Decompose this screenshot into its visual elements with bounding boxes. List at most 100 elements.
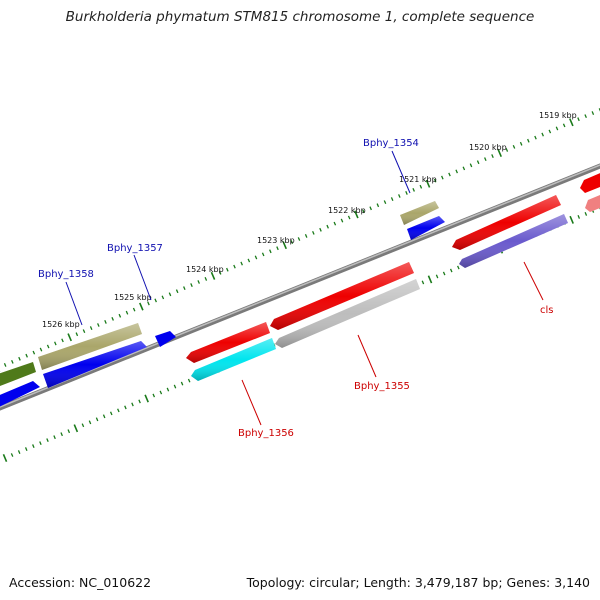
scale-tick <box>159 390 163 395</box>
scale-tick <box>435 274 439 279</box>
scale-tick <box>261 252 265 257</box>
scale-tick <box>347 215 351 220</box>
scale-tick <box>319 227 322 232</box>
scale-tick <box>441 175 444 180</box>
kbp-label-1524: 1524 kbp <box>186 265 224 274</box>
scale-tick <box>362 209 365 214</box>
scale-tick <box>53 435 56 440</box>
scale-tick <box>233 264 236 269</box>
scale-tick <box>577 215 581 219</box>
scale-tick <box>175 289 179 294</box>
gene-red-feature-1[interactable] <box>452 195 561 250</box>
gene-label-cls[interactable]: cls <box>540 305 554 316</box>
scale-tick <box>254 255 258 260</box>
scale-tick <box>75 332 79 337</box>
scale-tick <box>247 258 251 263</box>
gene-label-bphy-1356[interactable]: Bphy_1356 <box>238 428 294 439</box>
scale-tick <box>89 326 93 330</box>
scale-tick <box>138 399 141 404</box>
scale-tick <box>117 408 120 413</box>
scale-tick <box>421 280 425 285</box>
gene-label-bphy-1357[interactable]: Bphy_1357 <box>107 243 163 254</box>
scale-tick <box>95 417 99 422</box>
gene-bphy-1358-feature[interactable] <box>43 341 147 388</box>
gene-bphy-1355-feature[interactable] <box>275 279 420 348</box>
kbp-label-1519: 1519 kbp <box>539 111 577 120</box>
scale-tick <box>18 356 21 361</box>
scale-tick <box>147 301 150 306</box>
scale-tick <box>297 237 301 241</box>
scale-tick <box>304 234 308 238</box>
scale-tick <box>484 157 487 162</box>
scale-tick <box>419 184 423 189</box>
gene-red-feature-2[interactable] <box>270 262 414 330</box>
topology-text: Topology: circular; Length: 3,479,187 bp… <box>246 575 590 590</box>
kbp-label-1525: 1525 kbp <box>114 293 152 302</box>
scale-tick <box>269 249 272 254</box>
scale-tick <box>109 411 113 416</box>
gene-blue-partial-feature[interactable] <box>0 381 40 409</box>
scale-tick <box>226 267 229 272</box>
scale-tick <box>67 333 72 342</box>
scale-tick <box>497 149 502 157</box>
leader-bphy-1354 <box>391 150 411 194</box>
scale-tick <box>398 194 401 198</box>
gene-bphy-1354-feature[interactable] <box>407 216 445 240</box>
scale-tick <box>17 450 21 454</box>
gene-pink-partial-feature[interactable] <box>585 193 600 212</box>
gene-label-bphy-1355[interactable]: Bphy_1355 <box>354 381 410 392</box>
scale-tick <box>405 191 408 195</box>
scale-tick <box>60 432 63 437</box>
scale-tick <box>124 405 127 410</box>
scale-tick <box>390 197 394 201</box>
gene-cls-feature[interactable] <box>459 214 568 268</box>
gene-darkgreen-partial-feature[interactable] <box>0 362 36 388</box>
scale-tick <box>512 144 516 149</box>
gene-olive-feature-2[interactable] <box>38 323 142 370</box>
scale-tick <box>541 132 544 137</box>
gene-bphy-1357-feature[interactable] <box>155 331 176 347</box>
scale-tick <box>24 447 28 451</box>
gene-olive-feature[interactable] <box>400 201 439 225</box>
scale-tick <box>32 350 36 355</box>
scale-tick <box>32 444 35 449</box>
scale-tick <box>25 353 28 358</box>
gene-label-bphy-1358[interactable]: Bphy_1358 <box>38 269 94 280</box>
chromosome-backbone <box>0 163 600 411</box>
scale-tick <box>161 295 165 300</box>
scale-tick <box>333 221 337 226</box>
map-title: Burkholderia phymatum STM815 chromosome … <box>65 9 535 25</box>
gene-label-bphy-1354[interactable]: Bphy_1354 <box>363 138 419 149</box>
scale-tick <box>81 423 85 428</box>
scale-tick <box>584 114 587 119</box>
kbp-label-1521: 1521 kbp <box>399 175 437 184</box>
scale-tick <box>562 123 566 128</box>
scale-tick <box>491 154 494 158</box>
scale-tick <box>139 302 144 311</box>
gene-red-partial-feature[interactable] <box>580 171 600 193</box>
kbp-label-1526: 1526 kbp <box>42 320 80 329</box>
leader-bphy-1356 <box>241 379 262 426</box>
leader-bphy-1357 <box>133 254 152 301</box>
scale-tick <box>519 141 523 146</box>
outer-tick-scale <box>0 108 600 372</box>
scale-tick <box>457 265 460 270</box>
scale-tick <box>312 230 315 235</box>
gene-red-feature-3[interactable] <box>186 322 270 363</box>
scale-tick <box>204 277 208 281</box>
gene-bphy-1356-feature[interactable] <box>191 338 276 381</box>
scale-tick <box>39 347 43 352</box>
scale-tick <box>166 387 170 392</box>
scale-tick <box>173 384 177 389</box>
scale-tick <box>505 148 509 152</box>
scale-tick <box>46 344 50 349</box>
kbp-label-1523: 1523 kbp <box>257 236 295 245</box>
scale-tick <box>449 268 453 273</box>
scale-tick <box>11 359 14 364</box>
kbp-label-1522: 1522 kbp <box>328 206 366 215</box>
scale-tick <box>2 454 8 462</box>
accession-text: Accession: NC_010622 <box>9 575 152 590</box>
scale-tick <box>197 280 200 284</box>
scale-tick <box>132 307 136 312</box>
